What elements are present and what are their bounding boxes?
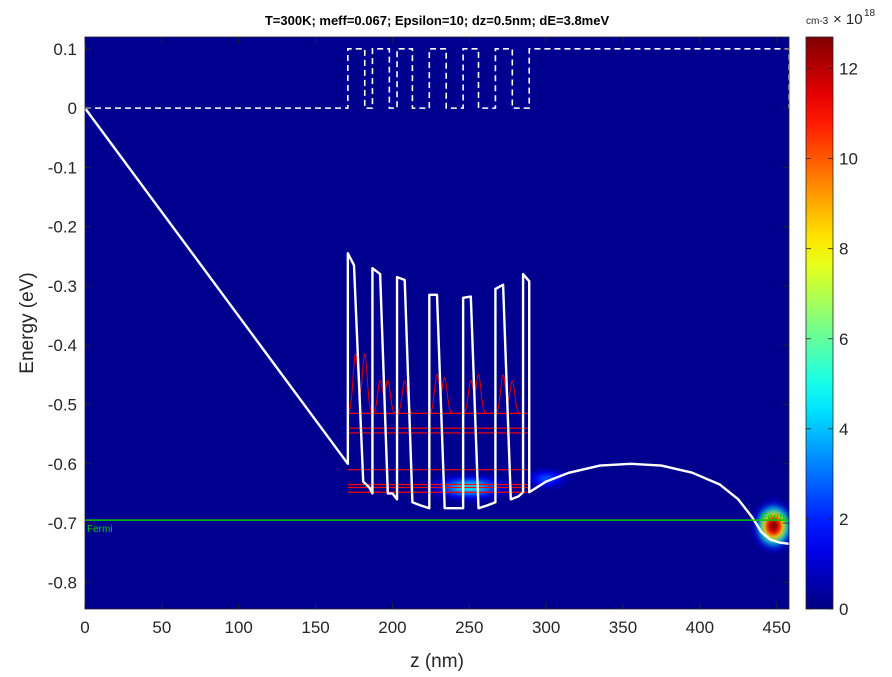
y-tick-label: -0.4: [48, 336, 77, 355]
x-tick-label: 250: [455, 618, 483, 637]
colorbar-tick-label: 8: [839, 240, 848, 259]
y-tick-label: -0.3: [48, 277, 77, 296]
density-spot: [749, 496, 789, 556]
plot-frame: [84, 36, 790, 610]
conduction-band-line: [85, 107, 789, 545]
y-tick-label: -0.5: [48, 396, 77, 415]
colorbar-tick-label: 0: [839, 600, 848, 619]
x-tick-label: 350: [609, 618, 637, 637]
dashed-band-line: [85, 48, 789, 109]
chart-title: T=300K; meff=0.067; Epsilon=10; dz=0.5nm…: [265, 13, 610, 28]
y-tick-label: -0.1: [48, 158, 77, 177]
y-tick-label: -0.8: [48, 573, 77, 592]
fermi-label-left: Fermi: [87, 524, 113, 535]
y-tick-label: -0.2: [48, 218, 77, 237]
y-axis-label: Energy (eV): [17, 272, 38, 373]
colorbar-gradient: [805, 36, 834, 610]
colorbar-tick-label: 2: [839, 510, 848, 529]
colorbar: 0 2 4 6 8 10 12 cm-3 × 10 18: [805, 8, 876, 619]
colorbar-exponent: 18: [864, 8, 876, 19]
plot-area: Fermi Fermi 0 50 100 150 200 250 300 350 400 450 0.1…: [48, 36, 791, 637]
x-tick-label: 300: [532, 618, 560, 637]
density-spot: [515, 463, 577, 494]
colorbar-tick-label: 10: [839, 150, 858, 169]
y-tick-label: -0.7: [48, 514, 77, 533]
colorbar-tick-label: 6: [839, 330, 848, 349]
y-tick-label: 0.1: [53, 40, 77, 59]
x-tick-label: 200: [378, 618, 406, 637]
colorbar-tick-label: 12: [839, 60, 858, 79]
colorbar-unit-label: cm-3: [806, 16, 829, 27]
plot-content: Fermi Fermi: [85, 48, 789, 556]
x-axis-label: z (nm): [410, 651, 464, 672]
x-tick-label: 100: [225, 618, 253, 637]
y-tick-label: 0: [68, 99, 77, 118]
colorbar-multiplier: × 10: [833, 11, 863, 28]
x-tick-label: 0: [80, 618, 89, 637]
fermi-label-right: Fermi: [761, 512, 787, 523]
x-tick-label: 50: [152, 618, 171, 637]
x-tick-label: 150: [301, 618, 329, 637]
wavefunction-curve: [347, 353, 530, 414]
colorbar-tick-label: 4: [839, 420, 848, 439]
y-tick-label: -0.6: [48, 455, 77, 474]
x-tick-label: 400: [686, 618, 714, 637]
x-tick-label: 450: [763, 618, 791, 637]
